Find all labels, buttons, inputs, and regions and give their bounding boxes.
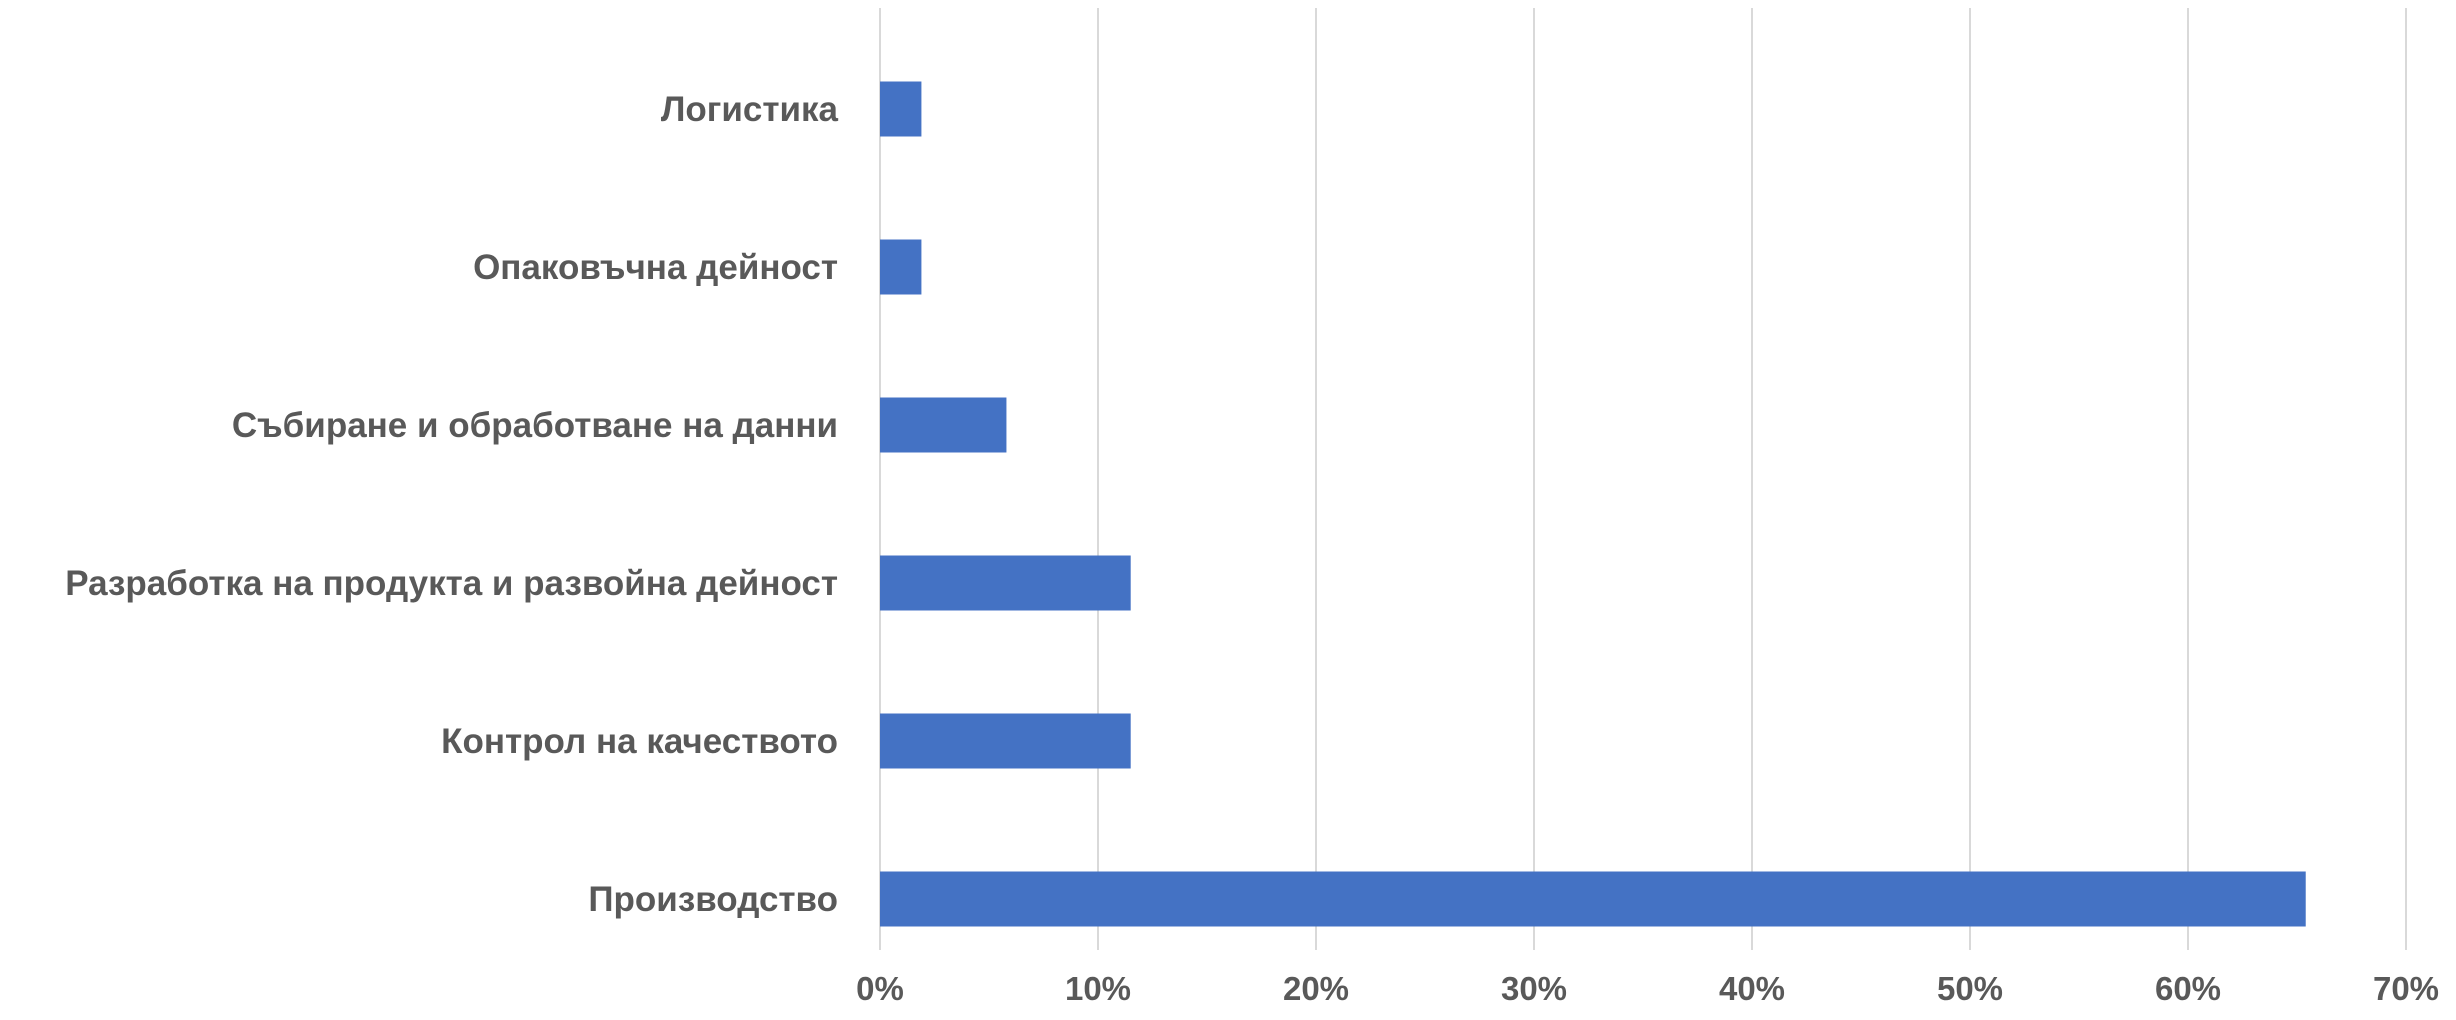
category-label: Разработка на продукта и развойна дейнос… (65, 564, 838, 603)
category-label: Логистика (661, 90, 839, 129)
gridlines (879, 8, 2407, 950)
x-tick-label: 10% (1065, 970, 1131, 1007)
category-labels: Логистика Опаковъчна дейност Събиране и об… (65, 90, 838, 919)
x-tick-label: 40% (1719, 970, 1785, 1007)
x-axis-tick-labels: 0% 10% 20% 30% 40% 50% 60% 70% (856, 970, 2439, 1007)
category-label: Контрол на качеството (441, 722, 838, 761)
x-tick-label: 30% (1501, 970, 1567, 1007)
bar (880, 397, 1007, 453)
category-label: Събиране и обработване на данни (232, 406, 838, 445)
bar (880, 81, 922, 137)
bar (880, 555, 1131, 611)
bar (880, 713, 1131, 769)
x-tick-label: 20% (1283, 970, 1349, 1007)
category-label: Производство (588, 880, 838, 919)
bar (880, 871, 2306, 927)
x-tick-label: 60% (2155, 970, 2221, 1007)
category-label: Опаковъчна дейност (473, 248, 838, 287)
bar (880, 239, 922, 295)
x-tick-label: 70% (2373, 970, 2439, 1007)
x-tick-label: 0% (856, 970, 904, 1007)
bars (880, 81, 2306, 927)
x-tick-label: 50% (1937, 970, 2003, 1007)
